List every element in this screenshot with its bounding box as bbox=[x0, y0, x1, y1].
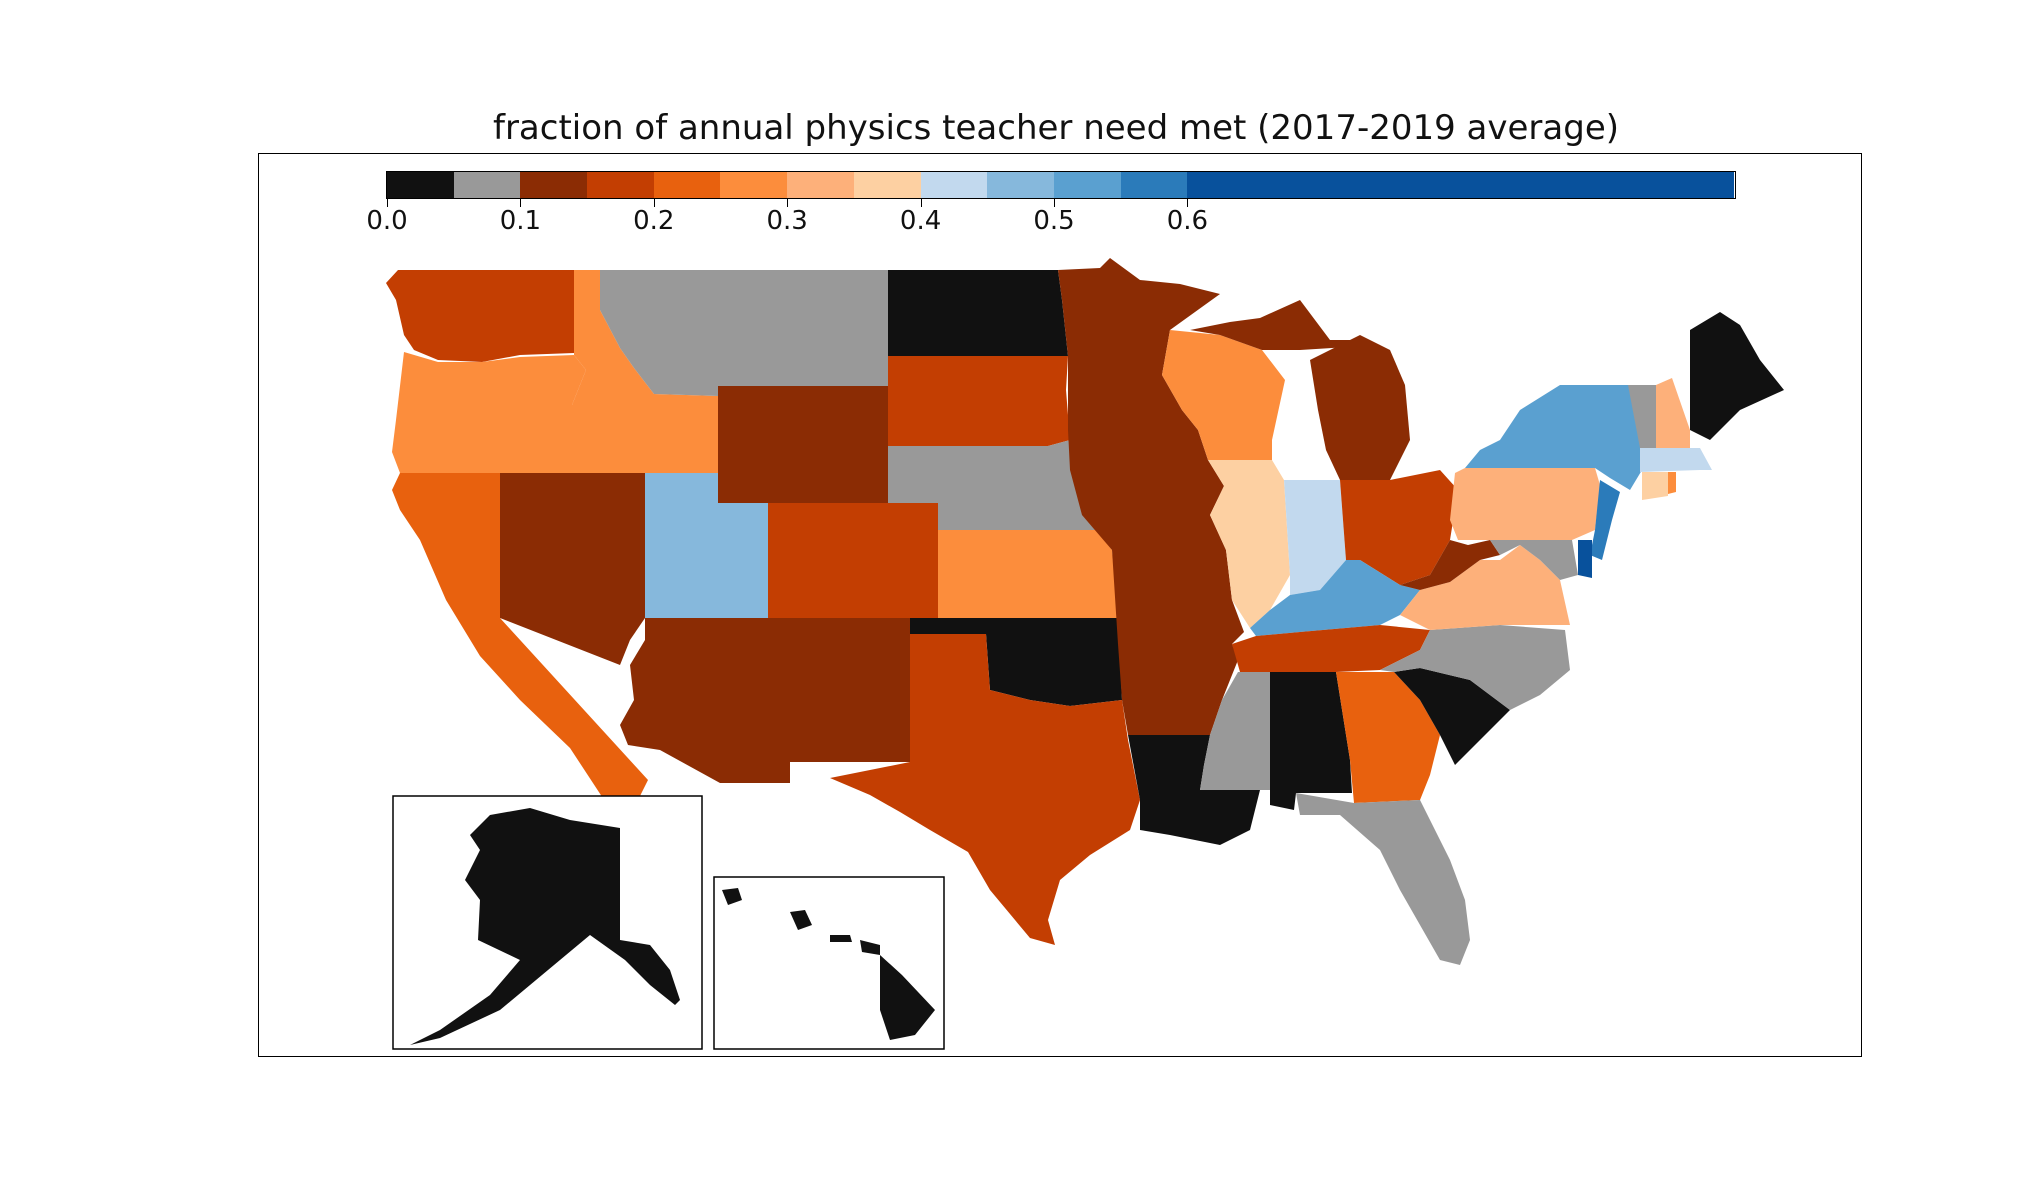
state-de bbox=[1578, 540, 1592, 578]
state-wv bbox=[1400, 540, 1500, 590]
colorbar-tick-label: 0.3 bbox=[766, 206, 808, 236]
state-nd bbox=[888, 270, 1068, 356]
state-sd bbox=[888, 356, 1070, 446]
colorbar-bin bbox=[787, 172, 854, 198]
state-pa bbox=[1450, 468, 1600, 540]
state-vt bbox=[1628, 385, 1656, 448]
colorbar-tick-label: 0.4 bbox=[899, 206, 942, 236]
state-mn bbox=[1058, 258, 1220, 430]
state-ga bbox=[1336, 672, 1440, 803]
colorbar-bin bbox=[1053, 172, 1121, 198]
colorbar-tick bbox=[653, 199, 655, 207]
state-nj bbox=[1590, 480, 1620, 560]
colorbar-tick-label: 0.6 bbox=[1166, 206, 1209, 236]
colorbar-bin bbox=[987, 172, 1054, 198]
colorbar-tick bbox=[920, 199, 922, 207]
colorbar-tick bbox=[1054, 199, 1055, 207]
colorbar-bin bbox=[720, 172, 788, 198]
state-ar bbox=[1118, 644, 1238, 735]
state-mi bbox=[1190, 300, 1380, 350]
state-mi bbox=[1310, 335, 1410, 480]
state-id bbox=[572, 270, 718, 473]
colorbar-tick bbox=[787, 199, 789, 207]
colorbar-bin bbox=[853, 172, 921, 198]
colorbar-bin bbox=[920, 172, 988, 198]
colorbar-tick bbox=[387, 199, 388, 207]
state-la bbox=[1128, 735, 1260, 845]
map-frame bbox=[258, 153, 1862, 1057]
state-wi bbox=[1162, 330, 1285, 460]
state-mo bbox=[1082, 515, 1244, 644]
state-hi bbox=[722, 888, 935, 1040]
state-ca bbox=[392, 473, 648, 812]
state-tx bbox=[830, 634, 1140, 945]
colorbar-bin bbox=[1187, 172, 1734, 198]
state-md bbox=[1490, 540, 1578, 580]
colorbar-tick-label: 0.5 bbox=[1033, 206, 1075, 236]
state-fl bbox=[1296, 793, 1470, 965]
state-ut bbox=[645, 473, 768, 618]
state-ny bbox=[1465, 385, 1642, 490]
state-oh bbox=[1340, 470, 1458, 585]
state-az bbox=[620, 618, 768, 783]
state-tn bbox=[1232, 625, 1430, 672]
state-va bbox=[1400, 545, 1570, 630]
colorbar-bin bbox=[453, 172, 521, 198]
state-ak bbox=[410, 808, 680, 1045]
colorbar-bin bbox=[520, 172, 588, 198]
colorbar-tick-label: 0.2 bbox=[633, 206, 675, 236]
state-nm bbox=[768, 618, 910, 783]
colorbar-tick-label: 0.0 bbox=[366, 206, 408, 236]
colorbar-bin bbox=[1120, 172, 1188, 198]
state-al bbox=[1270, 672, 1352, 810]
state-co bbox=[768, 503, 938, 618]
state-nv bbox=[500, 473, 645, 665]
state-wy bbox=[718, 386, 888, 503]
state-ky bbox=[1250, 560, 1420, 636]
state-wa bbox=[386, 270, 574, 362]
colorbar-tick bbox=[520, 199, 522, 207]
state-il bbox=[1208, 460, 1290, 628]
state-ri bbox=[1668, 472, 1676, 494]
state-ok bbox=[910, 618, 1122, 706]
state-ct bbox=[1642, 472, 1668, 500]
state-or bbox=[392, 352, 586, 473]
state-mt bbox=[600, 270, 888, 396]
colorbar-tick-label: 0.1 bbox=[499, 206, 542, 236]
state-ia bbox=[1068, 430, 1224, 515]
state-ks bbox=[938, 530, 1118, 618]
colorbar-bin bbox=[653, 172, 721, 198]
state-sc bbox=[1394, 668, 1510, 765]
state-ma bbox=[1640, 448, 1712, 472]
map-title: fraction of annual physics teacher need … bbox=[492, 108, 1620, 148]
state-nh bbox=[1656, 378, 1690, 448]
state-ms bbox=[1200, 672, 1270, 790]
colorbar-bin bbox=[387, 172, 454, 198]
state-in bbox=[1284, 480, 1346, 595]
colorbar-bin bbox=[587, 172, 654, 198]
state-nc bbox=[1380, 625, 1570, 710]
state-me bbox=[1690, 312, 1784, 440]
colorbar-tick bbox=[1187, 199, 1189, 207]
colorbar bbox=[386, 171, 1736, 199]
state-ne bbox=[888, 440, 1096, 530]
